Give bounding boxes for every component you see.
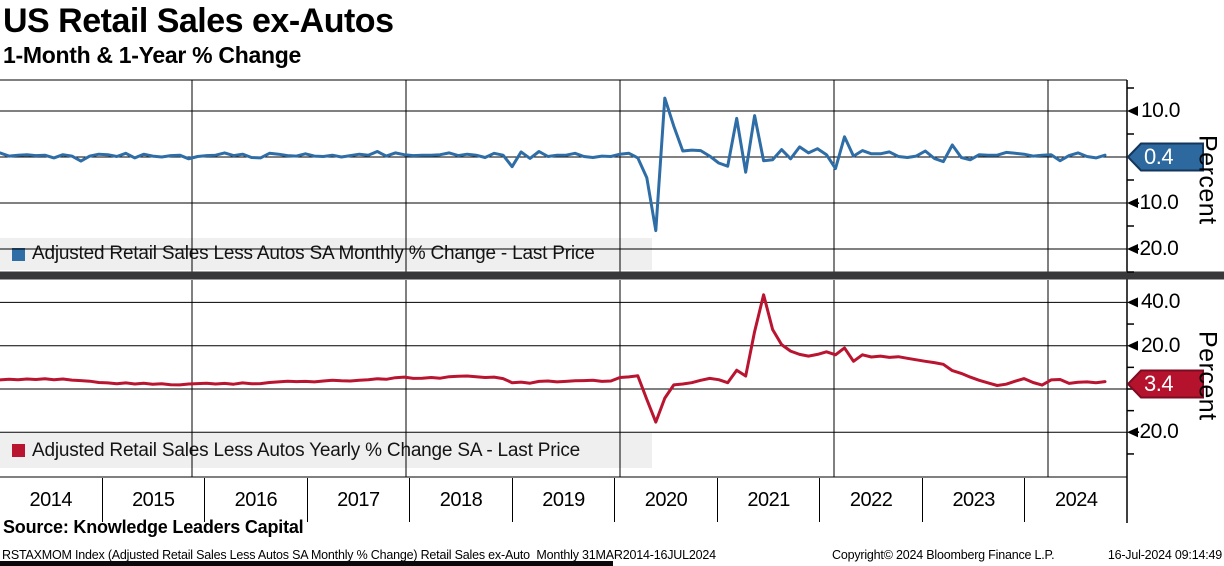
y-tick-label: -20.0 — [1133, 237, 1179, 260]
y-tick-label: 20.0 — [1141, 333, 1180, 357]
footer-copyright: Copyright© 2024 Bloomberg Finance L.P. — [832, 548, 1055, 562]
y-tick-label: 40.0 — [1141, 290, 1180, 314]
last-price-tag-yearly: 3.4 — [1144, 371, 1174, 396]
y-axis-title-top: Percent — [1193, 135, 1222, 225]
legend-monthly-label: Adjusted Retail Sales Less Autos SA Mont… — [32, 243, 595, 264]
monthly-series-marker-icon — [12, 247, 25, 261]
legend-yearly-series[interactable]: Adjusted Retail Sales Less Autos Yearly … — [0, 433, 652, 468]
x-axis-year-label: 2018 — [409, 478, 512, 522]
x-axis-year-label: 2020 — [614, 478, 717, 522]
yearly-series-marker-icon — [12, 444, 25, 457]
x-axis-year-label: 2017 — [306, 478, 410, 522]
footer-ticker-description: RSTAXMOM Index (Adjusted Retail Sales Le… — [2, 548, 716, 562]
y-axis-title-bottom: Percent — [1193, 331, 1222, 421]
x-axis-year-label: 2024 — [1024, 478, 1127, 522]
x-axis-year-strip: 2014 2015 2016 2017 2018 2019 2020 2021 2022 2023… — [0, 478, 1127, 522]
chart-subtitle: 1-Month & 1-Year % Change — [3, 42, 301, 68]
x-axis-year-label: 2014 — [29, 488, 73, 511]
x-axis-year-label: 2015 — [101, 478, 205, 522]
chart-title: US Retail Sales ex-Autos — [3, 2, 394, 40]
y-tick-label: 10.0 — [1141, 99, 1180, 122]
last-price-tag-monthly: 0.4 — [1144, 144, 1174, 169]
source-attribution: Source: Knowledge Leaders Capital — [3, 517, 304, 537]
x-axis-year-label: 2019 — [511, 478, 615, 522]
y-tick-label: -10.0 — [1133, 191, 1179, 214]
x-axis-year-label: 2021 — [716, 478, 820, 522]
window-edge-bar — [0, 561, 613, 566]
footer-timestamp: 16-Jul-2024 09:14:49 — [1107, 548, 1222, 562]
x-axis-year-label: 2022 — [819, 478, 922, 522]
x-axis-year-label: 2016 — [204, 478, 307, 522]
legend-monthly-series[interactable]: Adjusted Retail Sales Less Autos SA Mont… — [0, 238, 652, 270]
legend-yearly-label: Adjusted Retail Sales Less Autos Yearly … — [32, 439, 581, 461]
x-axis-year-label: 2023 — [921, 478, 1025, 522]
y-tick-label: -20.0 — [1133, 420, 1179, 444]
